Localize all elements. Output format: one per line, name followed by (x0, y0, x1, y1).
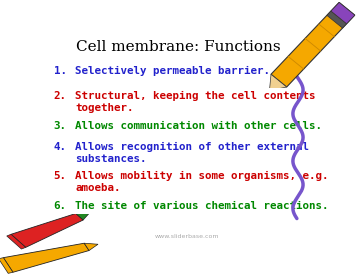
Polygon shape (11, 213, 83, 247)
Text: Selectively permeable barrier.: Selectively permeable barrier. (75, 65, 270, 76)
Text: 2.: 2. (54, 91, 67, 101)
Polygon shape (3, 243, 89, 272)
Polygon shape (0, 258, 13, 273)
Polygon shape (84, 243, 98, 250)
Polygon shape (331, 2, 355, 24)
Polygon shape (271, 2, 355, 87)
Polygon shape (327, 11, 347, 28)
Text: Allows communication with other cells.: Allows communication with other cells. (75, 121, 322, 132)
Text: 1.: 1. (54, 65, 67, 76)
Text: The site of various chemical reactions.: The site of various chemical reactions. (75, 201, 329, 211)
Text: 3.: 3. (54, 121, 67, 132)
Text: Structural, keeping the cell contents
together.: Structural, keeping the cell contents to… (75, 91, 316, 113)
Text: Allows mobility in some organisms, e.g.
amoeba.: Allows mobility in some organisms, e.g. … (75, 171, 329, 193)
Text: 6.: 6. (54, 201, 67, 211)
Polygon shape (269, 74, 286, 90)
Polygon shape (76, 213, 90, 220)
Text: 4.: 4. (54, 142, 67, 152)
Text: 5.: 5. (54, 171, 67, 181)
Text: Allows recognition of other external
substances.: Allows recognition of other external sub… (75, 142, 309, 164)
Polygon shape (7, 234, 26, 249)
Text: www.sliderbase.com: www.sliderbase.com (154, 234, 219, 239)
Text: Cell membrane: Functions: Cell membrane: Functions (76, 40, 280, 54)
Polygon shape (266, 89, 271, 95)
